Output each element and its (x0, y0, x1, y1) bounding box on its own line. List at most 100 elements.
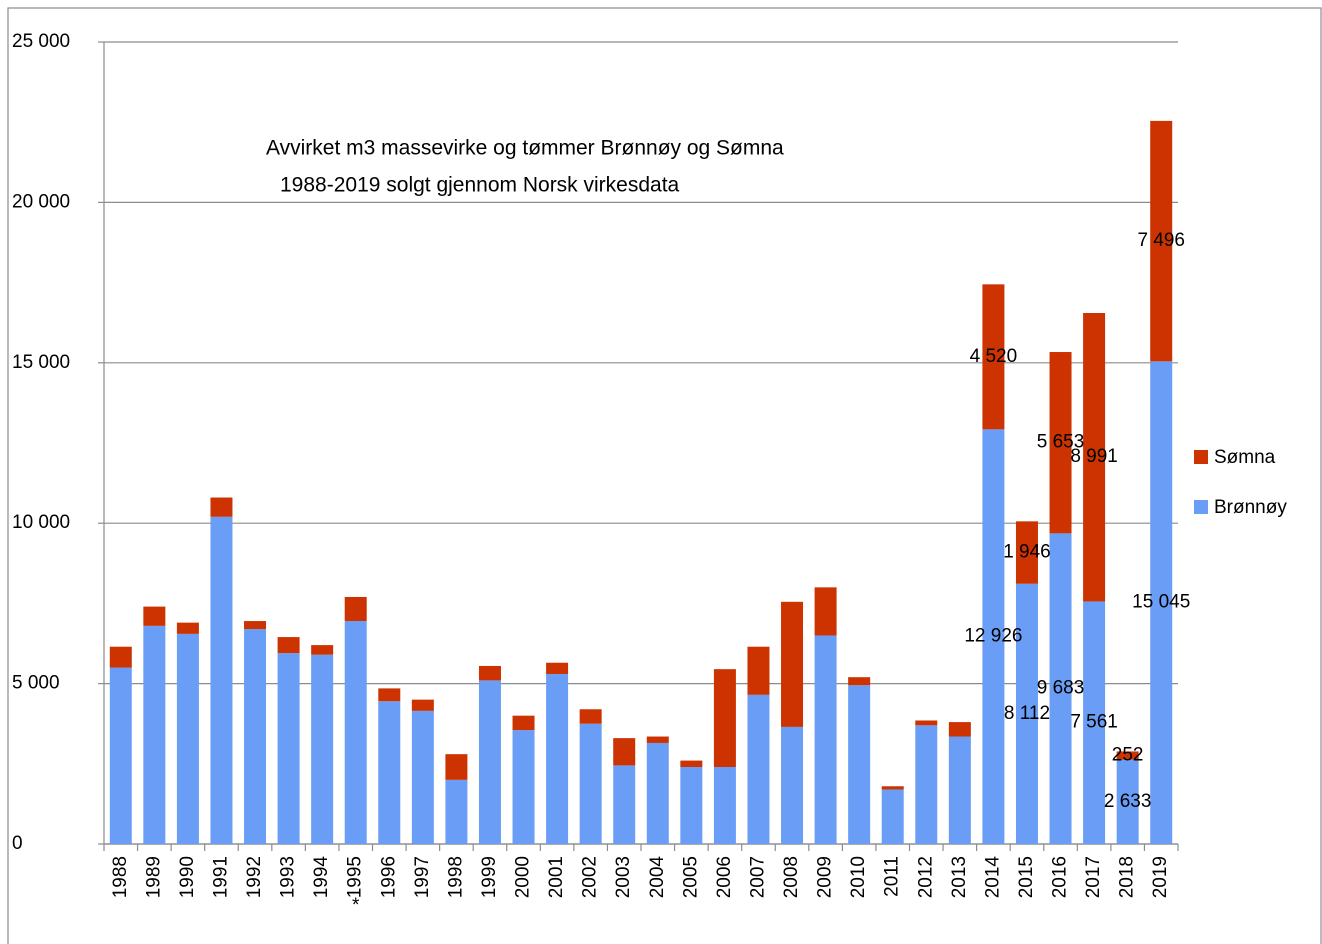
bar-segment (948, 736, 971, 844)
bar-segment (848, 685, 871, 844)
bar-segment (344, 621, 367, 844)
x-tick-label: 2004 (647, 856, 668, 899)
bar-segment (378, 688, 401, 702)
x-tick-label: 2012 (915, 856, 936, 898)
bar-segment (344, 596, 367, 622)
legend-label: Brønnøy (1214, 497, 1287, 518)
bar-segment (579, 709, 602, 724)
bar-segment (445, 779, 468, 844)
bar-segment (982, 429, 1005, 844)
data-label: 7 561 (1070, 712, 1118, 733)
bar-segment (814, 587, 837, 636)
x-tick-label: 1999 (479, 856, 500, 898)
bar-segment (747, 694, 770, 844)
y-tick-label: 25 000 (12, 31, 70, 52)
bar-segment (881, 786, 904, 790)
data-label: 1 946 (1003, 542, 1051, 563)
x-tick-label: 2016 (1050, 856, 1071, 898)
x-tick-label: 2000 (513, 856, 534, 898)
bar-segment (411, 710, 434, 844)
bar-segment (1015, 521, 1038, 584)
bar-segment (546, 673, 569, 844)
bar-segment (982, 284, 1005, 430)
y-tick-label: 10 000 (12, 512, 70, 533)
bar-segment (546, 662, 569, 674)
chart-title: Avvirket m3 massevirke og tømmer Brønnøy… (266, 137, 784, 160)
data-label: 8 991 (1070, 446, 1118, 467)
x-tick-label: 1989 (143, 856, 164, 898)
bar-segment (781, 726, 804, 844)
x-tick-label: 1990 (177, 856, 198, 898)
bar-segment (244, 621, 267, 630)
bar-segment (1049, 533, 1072, 844)
bar-segment (210, 516, 233, 844)
chart-title: 1988-2019 solgt gjennom Norsk virkesdata (280, 174, 680, 197)
x-tick-label: 2014 (982, 856, 1003, 899)
bar-segment (1116, 759, 1139, 844)
x-tick-label: 2002 (580, 856, 601, 898)
bar-segment (478, 680, 501, 844)
bar-segment (579, 723, 602, 844)
x-tick-label: 2008 (781, 856, 802, 898)
x-tick-label: 2010 (848, 856, 869, 898)
bar-segment (109, 646, 132, 668)
data-label: 15 045 (1132, 592, 1190, 613)
x-tick-label: 2007 (747, 856, 768, 898)
x-tick-label: 2015 (1016, 856, 1037, 898)
bar-segment (277, 637, 300, 654)
bar-segment (1015, 583, 1038, 844)
data-label: 2 633 (1104, 791, 1152, 812)
x-tick-label: 1995 (345, 856, 366, 898)
bar-segment (176, 633, 199, 844)
bar-segment (1083, 313, 1106, 602)
x-tick-label: 2017 (1083, 856, 1104, 898)
bar-segment (915, 725, 938, 844)
y-tick-label: 15 000 (12, 352, 70, 373)
y-tick-label: 20 000 (12, 191, 70, 212)
bar-segment (814, 635, 837, 844)
bar-segment (478, 665, 501, 681)
bar-segment (881, 789, 904, 844)
x-tick-label: 1993 (278, 856, 299, 898)
x-tick-label: 1996 (378, 856, 399, 898)
bar-segment (311, 645, 334, 655)
data-label: 8 112 (1004, 703, 1050, 724)
chart-frame (7, 7, 1322, 944)
bar-segment (109, 667, 132, 844)
bar-segment (244, 629, 267, 844)
legend-swatch (1194, 450, 1208, 464)
x-tick-label: 2019 (1150, 856, 1171, 898)
bar-segment (680, 760, 703, 768)
bar-segment (445, 754, 468, 780)
bar-segment (713, 669, 736, 768)
y-tick-label: 0 (12, 833, 23, 854)
x-tick-label: 2003 (613, 856, 634, 898)
bar-segment (1083, 601, 1106, 844)
y-tick-label: 5 000 (12, 673, 60, 694)
bar-segment (143, 606, 166, 626)
bar-segment (646, 736, 669, 743)
bar-segment (915, 720, 938, 726)
data-label: 12 926 (964, 626, 1022, 647)
x-tick-label: 2009 (815, 856, 836, 898)
bar-segment (848, 677, 871, 686)
legend-label: Sømna (1214, 447, 1276, 468)
bar-segment (411, 699, 434, 711)
bar-segment (1049, 352, 1072, 534)
bar-segment (378, 701, 401, 844)
bar-segment (1116, 751, 1139, 760)
bar-segment (311, 654, 334, 844)
bar-segment (143, 625, 166, 844)
x-tick-label: 1997 (412, 856, 433, 898)
bar-segment (747, 646, 770, 695)
bar-segment (713, 767, 736, 844)
x-tick-label: 1994 (311, 856, 332, 899)
data-label: 7 496 (1137, 230, 1185, 251)
bar-segment (1150, 120, 1173, 362)
x-tick-label: 1988 (110, 856, 131, 898)
x-tick-label: 2001 (546, 856, 567, 898)
bar-segment (613, 765, 636, 844)
x-tick-label: 2005 (680, 856, 701, 898)
bar-segment (512, 730, 535, 844)
